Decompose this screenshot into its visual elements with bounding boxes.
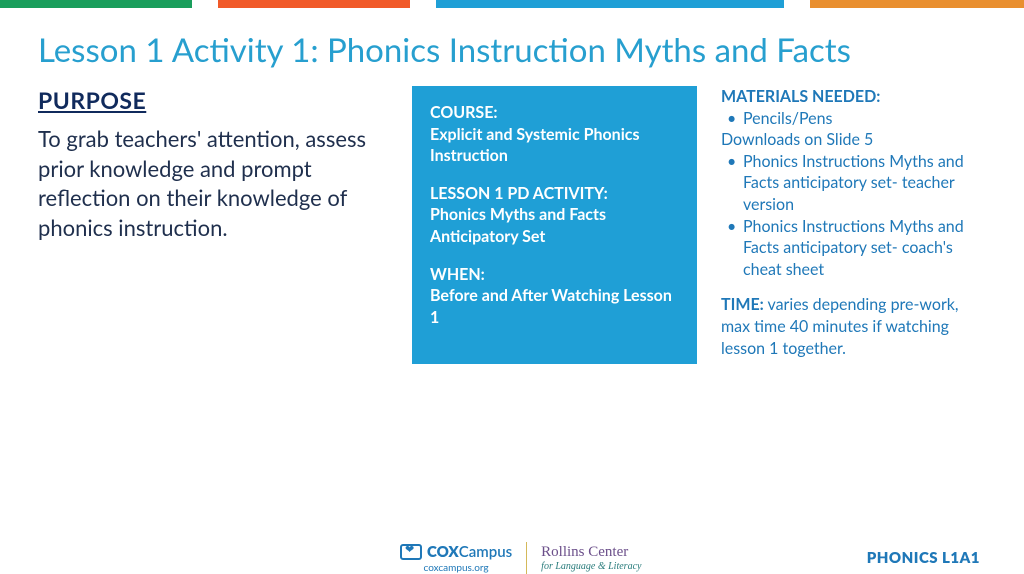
book-heart-icon	[400, 544, 422, 560]
info-bluebox: COURSE: Explicit and Systemic Phonics In…	[412, 86, 697, 364]
bar-seg-3	[218, 0, 410, 8]
materials-column: MATERIALS NEEDED: Pencils/Pens Downloads…	[721, 86, 971, 364]
bar-seg-1	[0, 0, 192, 8]
purpose-heading: PURPOSE	[38, 86, 388, 114]
rollins-main: Rollins Center	[541, 544, 641, 561]
materials-list: Pencils/Pens	[721, 108, 971, 130]
logo-divider	[526, 542, 527, 574]
purpose-column: PURPOSE To grab teachers' attention, ass…	[38, 86, 388, 364]
lesson-label: LESSON 1 PD ACTIVITY:	[430, 183, 679, 205]
when-value: Before and After Watching Lesson 1	[430, 285, 679, 328]
cox-text: COXCampus	[427, 543, 512, 561]
materials-heading: MATERIALS NEEDED:	[721, 86, 971, 108]
materials-item: Phonics Instructions Myths and Facts ant…	[721, 151, 971, 216]
purpose-text: To grab teachers' attention, assess prio…	[38, 124, 388, 243]
cox-url: coxcampus.org	[424, 562, 489, 574]
course-label: COURSE:	[430, 102, 679, 124]
cox-logo-row: COXCampus	[400, 543, 512, 561]
top-accent-bar	[0, 0, 1024, 8]
footer-logos: COXCampus coxcampus.org Rollins Center f…	[400, 542, 641, 574]
time-label: TIME:	[721, 295, 764, 314]
materials-item: Phonics Instructions Myths and Facts ant…	[721, 216, 971, 281]
rollins-sub: for Language & Literacy	[541, 561, 641, 572]
cox-light: Campus	[459, 543, 512, 561]
materials-list-2: Phonics Instructions Myths and Facts ant…	[721, 151, 971, 281]
lesson-block: LESSON 1 PD ACTIVITY: Phonics Myths and …	[430, 183, 679, 248]
cox-campus-logo: COXCampus coxcampus.org	[400, 543, 512, 574]
cox-bold: COX	[427, 543, 459, 561]
time-block: TIME: varies depending pre-work, max tim…	[721, 294, 971, 359]
lesson-value: Phonics Myths and Facts Anticipatory Set	[430, 204, 679, 247]
materials-item: Pencils/Pens	[721, 108, 971, 130]
materials-note: Downloads on Slide 5	[721, 129, 971, 151]
bar-seg-2	[192, 0, 218, 8]
bar-seg-7	[810, 0, 1024, 8]
slide-code: PHONICS L1A1	[867, 549, 980, 567]
bar-seg-4	[410, 0, 436, 8]
course-value: Explicit and Systemic Phonics Instructio…	[430, 124, 679, 167]
when-label: WHEN:	[430, 264, 679, 286]
bar-seg-6	[784, 0, 810, 8]
body-columns: PURPOSE To grab teachers' attention, ass…	[0, 86, 1024, 364]
slide-title: Lesson 1 Activity 1: Phonics Instruction…	[38, 30, 986, 70]
course-block: COURSE: Explicit and Systemic Phonics In…	[430, 102, 679, 167]
bar-seg-5	[436, 0, 784, 8]
when-block: WHEN: Before and After Watching Lesson 1	[430, 264, 679, 329]
rollins-logo: Rollins Center for Language & Literacy	[541, 544, 641, 572]
